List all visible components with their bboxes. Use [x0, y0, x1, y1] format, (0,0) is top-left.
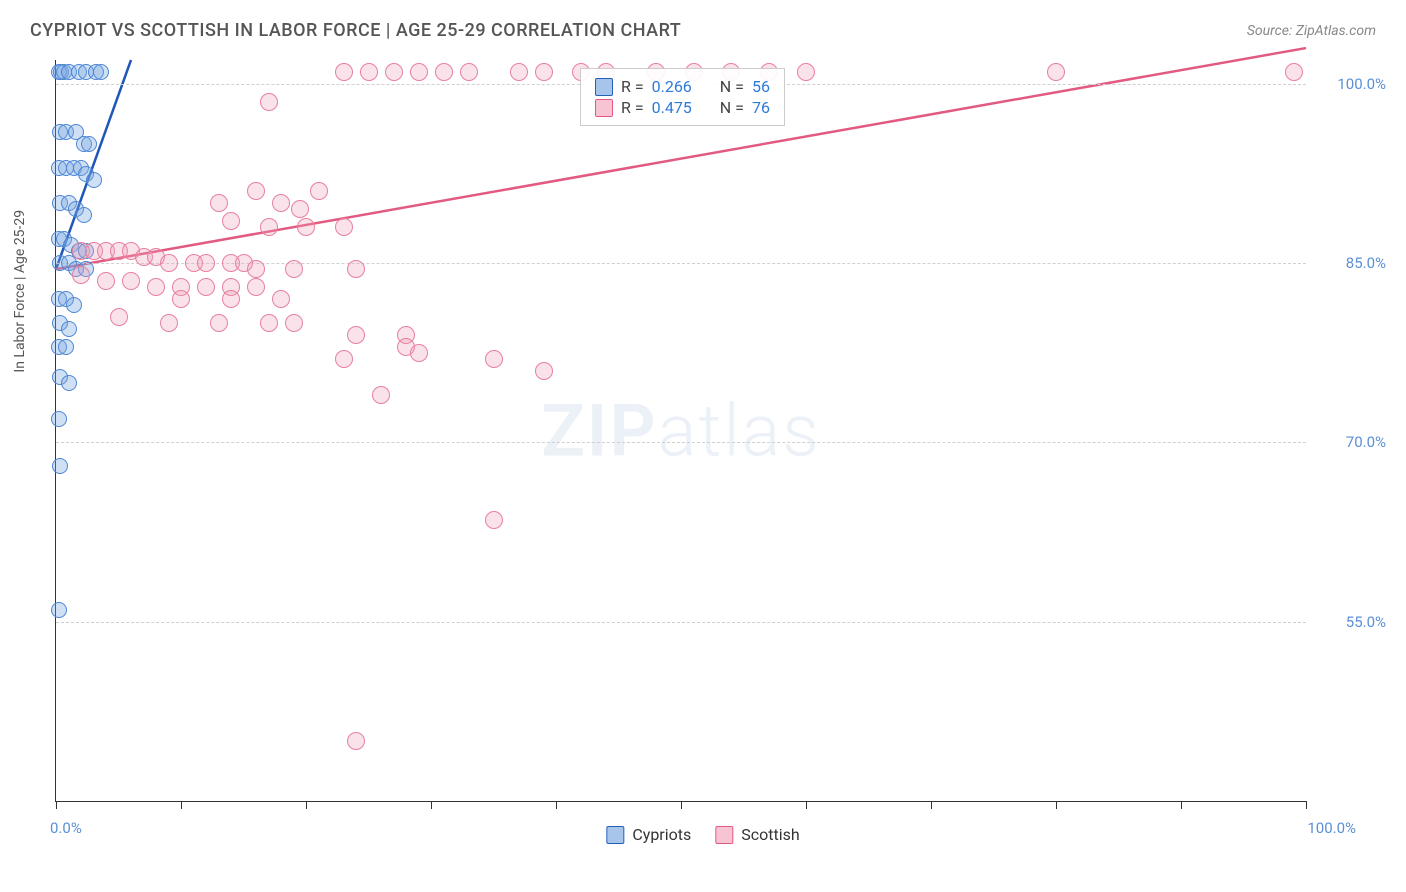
x-tick	[181, 801, 182, 809]
scatter-point	[335, 350, 353, 368]
scatter-point	[510, 63, 528, 81]
scatter-point	[535, 362, 553, 380]
scatter-point	[347, 732, 365, 750]
scatter-point	[210, 194, 228, 212]
y-axis-title: In Labor Force | Age 25-29	[12, 210, 28, 373]
scatter-point	[372, 386, 390, 404]
scatter-point	[197, 278, 215, 296]
scatter-point	[93, 64, 109, 80]
scatter-point	[385, 63, 403, 81]
x-axis-max-label: 100.0%	[1307, 819, 1356, 837]
x-tick	[1181, 801, 1182, 809]
scatter-point	[410, 63, 428, 81]
scatter-point	[160, 314, 178, 332]
legend-swatch	[606, 826, 624, 844]
scatter-point	[360, 63, 378, 81]
legend-item: Scottish	[715, 825, 799, 844]
scatter-point	[72, 266, 90, 284]
scatter-point	[272, 290, 290, 308]
scatter-point	[197, 254, 215, 272]
scatter-point	[147, 278, 165, 296]
scatter-point	[1285, 63, 1303, 81]
gridline	[56, 442, 1306, 443]
scatter-point	[61, 375, 77, 391]
y-tick-label: 55.0%	[1346, 613, 1386, 631]
x-axis-min-label: 0.0%	[50, 819, 82, 837]
scatter-point	[247, 278, 265, 296]
scatter-point	[76, 207, 92, 223]
y-tick-label: 100.0%	[1337, 75, 1386, 93]
scatter-point	[485, 350, 503, 368]
scatter-point	[460, 63, 478, 81]
legend-swatch	[595, 99, 613, 117]
y-tick-label: 70.0%	[1346, 433, 1386, 451]
x-tick	[931, 801, 932, 809]
x-tick	[556, 801, 557, 809]
scatter-point	[347, 326, 365, 344]
scatter-point	[285, 314, 303, 332]
scatter-point	[66, 297, 82, 313]
scatter-point	[110, 308, 128, 326]
scatter-point	[291, 200, 309, 218]
scatter-point	[297, 218, 315, 236]
scatter-point	[247, 260, 265, 278]
scatter-point	[260, 93, 278, 111]
correlation-legend: R =0.266N =56 R =0.475N =76	[580, 68, 785, 126]
scatter-point	[797, 63, 815, 81]
correlation-legend-row: R =0.475N =76	[595, 98, 770, 117]
watermark: ZIPatlas	[541, 388, 821, 473]
scatter-point	[1047, 63, 1065, 81]
scatter-point	[247, 182, 265, 200]
scatter-point	[61, 321, 77, 337]
scatter-point	[58, 339, 74, 355]
legend-item: Cypriots	[606, 825, 691, 844]
source-label: Source: ZipAtlas.com	[1247, 23, 1376, 39]
scatter-point	[260, 218, 278, 236]
scatter-point	[97, 272, 115, 290]
x-tick	[1306, 801, 1307, 809]
scatter-point	[51, 602, 67, 618]
scatter-point	[347, 260, 365, 278]
chart-plot-area: ZIPatlas 55.0%70.0%85.0%100.0%	[55, 60, 1306, 802]
scatter-point	[222, 212, 240, 230]
scatter-point	[51, 411, 67, 427]
scatter-point	[122, 272, 140, 290]
scatter-point	[335, 63, 353, 81]
scatter-point	[160, 254, 178, 272]
scatter-point	[260, 314, 278, 332]
legend-swatch	[715, 826, 733, 844]
scatter-point	[172, 290, 190, 308]
x-tick	[1056, 801, 1057, 809]
x-tick	[431, 801, 432, 809]
scatter-point	[285, 260, 303, 278]
trend-lines-svg	[56, 60, 1306, 801]
series-legend: Cypriots Scottish	[606, 825, 799, 844]
gridline	[56, 622, 1306, 623]
scatter-point	[222, 290, 240, 308]
scatter-point	[335, 218, 353, 236]
scatter-point	[81, 136, 97, 152]
legend-label: Cypriots	[632, 825, 691, 844]
correlation-legend-row: R =0.266N =56	[595, 77, 770, 96]
scatter-point	[535, 63, 553, 81]
scatter-point	[52, 458, 68, 474]
x-tick	[56, 801, 57, 809]
x-tick	[681, 801, 682, 809]
legend-swatch	[595, 78, 613, 96]
chart-title: CYPRIOT VS SCOTTISH IN LABOR FORCE | AGE…	[30, 20, 681, 41]
x-tick	[306, 801, 307, 809]
scatter-point	[485, 511, 503, 529]
legend-label: Scottish	[741, 825, 799, 844]
y-tick-label: 85.0%	[1346, 254, 1386, 272]
scatter-point	[86, 172, 102, 188]
scatter-point	[210, 314, 228, 332]
scatter-point	[310, 182, 328, 200]
scatter-point	[410, 344, 428, 362]
scatter-point	[272, 194, 290, 212]
x-tick	[806, 801, 807, 809]
scatter-point	[435, 63, 453, 81]
